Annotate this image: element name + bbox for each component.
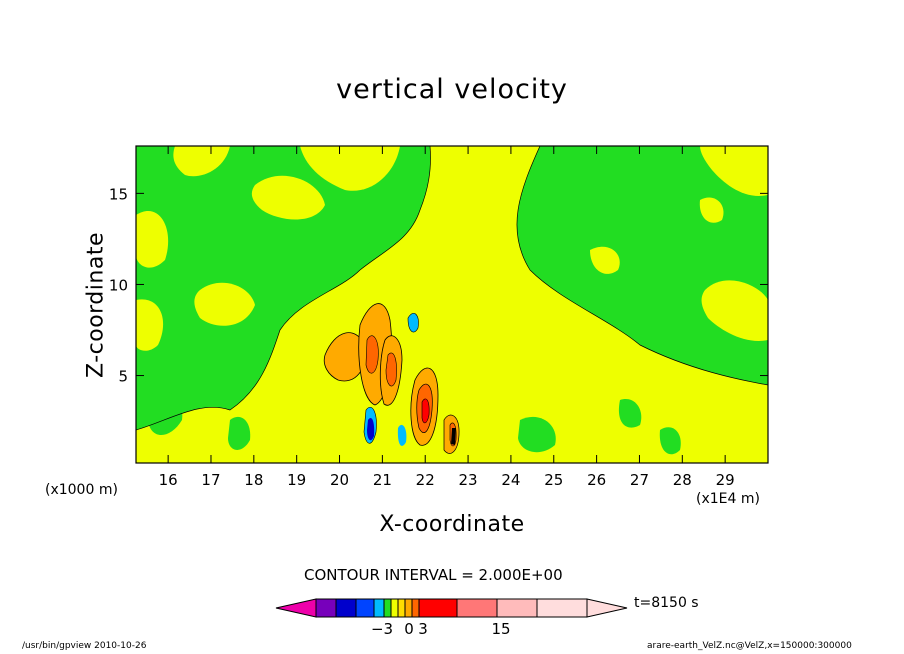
colorbar-arrow-right [586,598,628,618]
x-tick-label: 27 [630,471,649,489]
x-tick-label: 23 [459,471,478,489]
colorbar-segment [496,598,538,618]
colorbar-segment [456,598,498,618]
x-tick-label: 16 [159,471,178,489]
x-tick-label: 26 [587,471,606,489]
x-axis: 16 17 18 19 20 21 22 23 24 25 26 27 28 29 [159,146,735,489]
y-axis-unit: (x1000 m) [45,482,118,498]
x-tick-label: 20 [330,471,349,489]
contour-interval-label: CONTOUR INTERVAL = 2.000E+00 [304,566,563,584]
y-tick-label: 10 [109,276,128,294]
colorbar-tick-label: 0 [404,620,414,638]
y-tick-label: 15 [109,185,128,203]
colorbar-segment [355,598,375,618]
colorbar-tick-label: 15 [491,620,510,638]
footer-left: /usr/bin/gpview 2010-10-26 [22,641,147,651]
colorbar-segment [411,598,420,618]
time-label: t=8150 s [634,595,699,611]
colorbar-segment [404,598,413,618]
x-tick-label: 29 [716,471,735,489]
x-tick-label: 21 [373,471,392,489]
y-tick-label: 5 [118,368,128,386]
x-axis-unit: (x1E4 m) [696,491,760,507]
x-tick-label: 25 [544,471,563,489]
colorbar-tick-label: 3 [418,620,428,638]
footer-right: arare-earth_VelZ.nc@VelZ,x=150000:300000 [647,641,852,651]
plot-frame [135,145,769,464]
contour-field [136,146,768,463]
colorbar-arrow-left [275,598,317,618]
colorbar-segment [536,598,588,618]
colorbar-segment [335,598,357,618]
y-axis: 5 10 15 [109,185,768,386]
x-tick-label: 28 [673,471,692,489]
x-tick-label: 18 [244,471,263,489]
x-axis-label: X-coordinate [379,512,525,537]
colorbar-segment [397,598,406,618]
x-tick-label: 24 [501,471,520,489]
x-tick-label: 22 [416,471,435,489]
colorbar: −3 0 3 15 [275,598,628,638]
colorbar-segment [390,598,399,618]
x-tick-label: 19 [287,471,306,489]
x-tick-label: 17 [201,471,220,489]
colorbar-segment [383,598,392,618]
y-axis-label: Z-coordinate [83,232,109,378]
chart-title: vertical velocity [336,74,568,105]
colorbar-segment [315,598,337,618]
colorbar-segment [373,598,385,618]
colorbar-tick-label: −3 [371,620,393,638]
colorbar-segment [418,598,458,618]
